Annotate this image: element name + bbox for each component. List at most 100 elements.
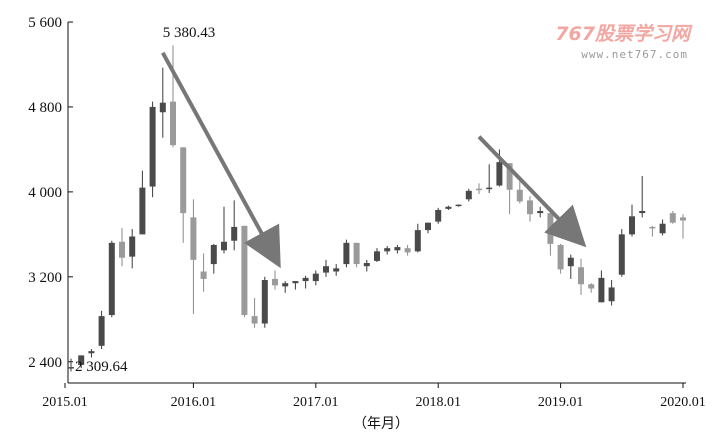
candles [68,45,686,372]
x-tick-label: 2015.01 [42,395,88,410]
candle-body [333,268,340,272]
candle [527,196,533,222]
candle [598,270,605,303]
candle-body [404,248,411,253]
candle [333,264,340,276]
candle-body [190,217,197,260]
y-ticks: 5 600 4 800 4 000 3 200 2 400 [28,15,73,371]
candle-body [557,244,564,270]
candle [649,225,656,237]
candle [312,270,319,286]
candle-body [139,187,146,235]
candle-body [588,284,595,289]
candle-body [618,234,625,275]
candle [588,283,595,293]
candle [272,270,278,290]
candle [557,243,564,274]
candle [139,170,146,235]
candle [374,248,380,262]
candle-body [537,210,544,214]
candle-body [496,162,503,186]
candle-body [435,209,442,222]
candle [323,259,329,277]
candle [353,242,360,268]
candle-body [108,242,115,316]
candle [659,219,666,236]
candle-body [210,244,217,265]
candle [68,358,74,372]
candle-body [445,206,452,209]
axes [67,22,686,384]
candle-body [261,280,268,324]
candle-body [608,287,615,302]
candle [231,200,238,251]
watermark-url: www.net767.com [581,48,688,61]
candle-body [649,226,656,229]
candle [516,179,523,204]
candle-body [598,277,605,303]
candle [476,183,482,195]
candle-body [680,217,686,221]
candle [414,223,421,253]
candle [363,259,370,272]
x-axis-label: （年月） [353,416,409,432]
candle-body [78,355,85,365]
candle-body [170,101,176,146]
candle-body [343,242,350,265]
candle-body [323,266,329,273]
candle-body [639,210,646,214]
candle-body [302,277,309,282]
candle [567,254,574,279]
trough-annotation: 2 309.64 [75,359,128,375]
candle-body [221,241,227,251]
y-tick-label: 4 800 [28,100,62,116]
candle [435,207,442,224]
trend-arrow [161,51,281,269]
candle-body [282,283,289,287]
candle-body [394,247,401,251]
candle [180,147,187,243]
peak-annotation: 5 380.43 [163,25,216,41]
candle-body [516,189,523,202]
candle [445,205,452,210]
candle-body [98,316,105,346]
candle-body [425,222,431,231]
candle [425,222,431,234]
x-ticks: 2015.01 2016.01 2017.01 2018.01 2019.01 2020.… [42,383,706,410]
x-tick-label: 2020.01 [660,395,706,410]
candle-body [231,226,238,241]
candle-body [414,230,421,252]
candle [190,199,197,314]
trend-arrow [477,135,587,248]
candle-body [629,216,635,235]
candle-body [527,200,533,215]
candle-body [486,187,493,190]
x-tick-label: 2019.01 [538,395,584,410]
x-tick-label: 2017.01 [293,395,339,410]
watermark: 767股票学习网 www.net767.com [555,23,693,61]
candle [149,101,156,198]
candle-body [374,251,380,261]
candle [98,310,105,350]
candle [465,188,472,202]
candle [680,214,686,239]
candle [629,204,635,237]
candle-body [180,147,187,214]
candle [394,244,401,254]
candle [639,175,646,218]
candle [547,213,554,256]
candle-body [119,241,125,258]
trend-arrows [161,51,587,269]
candle-body [669,213,676,223]
candle-body [384,248,391,252]
candle [159,67,166,138]
candle [282,281,289,293]
candle [119,227,125,267]
candle-body [200,271,207,279]
candle-body [578,267,584,285]
candle [241,225,248,318]
candle [618,229,625,277]
candle-body [476,188,482,191]
